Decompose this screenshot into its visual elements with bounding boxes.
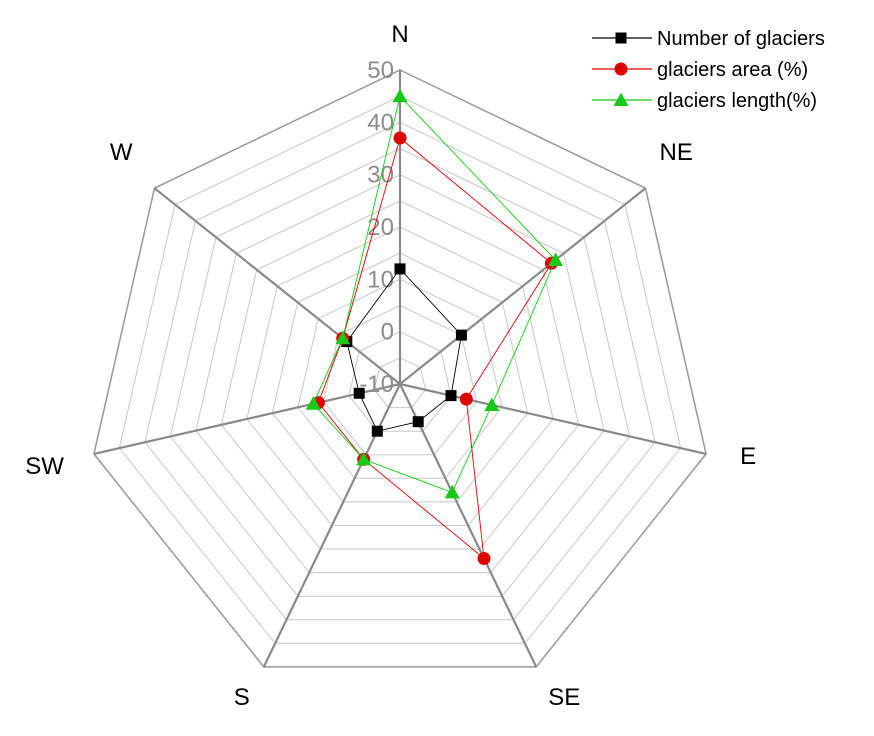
radar-spokes <box>93 70 707 668</box>
legend-item: glaciers length(%) <box>592 90 817 112</box>
series-line <box>312 95 557 493</box>
direction-label-ne: NE <box>660 139 693 166</box>
data-point <box>392 88 408 103</box>
legend-item: glaciers area (%) <box>592 59 808 81</box>
series <box>341 263 467 437</box>
data-point <box>459 392 473 406</box>
tick-label: 0 <box>381 319 394 346</box>
legend-marker <box>614 62 628 76</box>
direction-labels: N NE E SE S SW W <box>25 21 756 711</box>
data-point <box>444 484 460 499</box>
grid-ring <box>169 147 631 597</box>
legend-marker <box>615 32 627 44</box>
axis-spoke-ne <box>399 187 647 385</box>
grid-ring <box>373 357 427 409</box>
data-point <box>484 397 500 411</box>
grid-ring <box>118 95 682 644</box>
tick-label: 40 <box>367 109 394 136</box>
grid-ring <box>348 331 452 432</box>
tick-label: 10 <box>367 266 394 293</box>
direction-label-s: S <box>234 684 250 711</box>
data-point <box>548 252 563 266</box>
data-point <box>394 263 406 275</box>
legend: Number of glaciers glaciers area (%) glaci… <box>592 28 825 112</box>
direction-label-sw: SW <box>25 453 64 480</box>
axis-spoke-sw <box>93 382 401 455</box>
series-line <box>346 268 462 432</box>
series <box>305 88 563 499</box>
direction-label-e: E <box>740 443 756 470</box>
grid-ring <box>195 174 605 574</box>
tick-label: 30 <box>367 162 394 189</box>
grid-ring <box>246 226 554 526</box>
direction-label-n: N <box>391 21 408 48</box>
direction-label-w: W <box>110 139 133 166</box>
data-point <box>412 416 424 428</box>
data-point <box>371 425 383 437</box>
tick-label: -10 <box>359 371 394 398</box>
grid-ring <box>322 304 478 456</box>
data-point <box>477 552 491 565</box>
data-point <box>305 396 321 410</box>
axis-spoke-se <box>399 383 538 668</box>
data-point <box>353 387 365 399</box>
legend-item: Number of glaciers <box>592 28 825 50</box>
legend-label: glaciers area (%) <box>657 59 808 81</box>
axis-spoke-w <box>153 187 401 385</box>
direction-label-se: SE <box>548 684 580 711</box>
series-group <box>305 88 563 565</box>
radar-grid <box>93 69 707 668</box>
grid-ring <box>93 69 707 668</box>
legend-label: glaciers length(%) <box>657 90 817 112</box>
grid-ring <box>144 121 656 621</box>
data-point <box>393 131 407 145</box>
grid-ring <box>271 252 529 503</box>
data-point <box>455 329 467 341</box>
grid-ring <box>297 278 503 479</box>
grid-ring <box>220 200 580 550</box>
legend-label: Number of glaciers <box>657 28 825 50</box>
legend-marker <box>613 92 629 106</box>
data-point <box>335 330 351 345</box>
data-point <box>445 390 457 402</box>
tick-label: 50 <box>367 57 394 84</box>
data-point <box>356 451 372 466</box>
series-line <box>317 137 552 560</box>
